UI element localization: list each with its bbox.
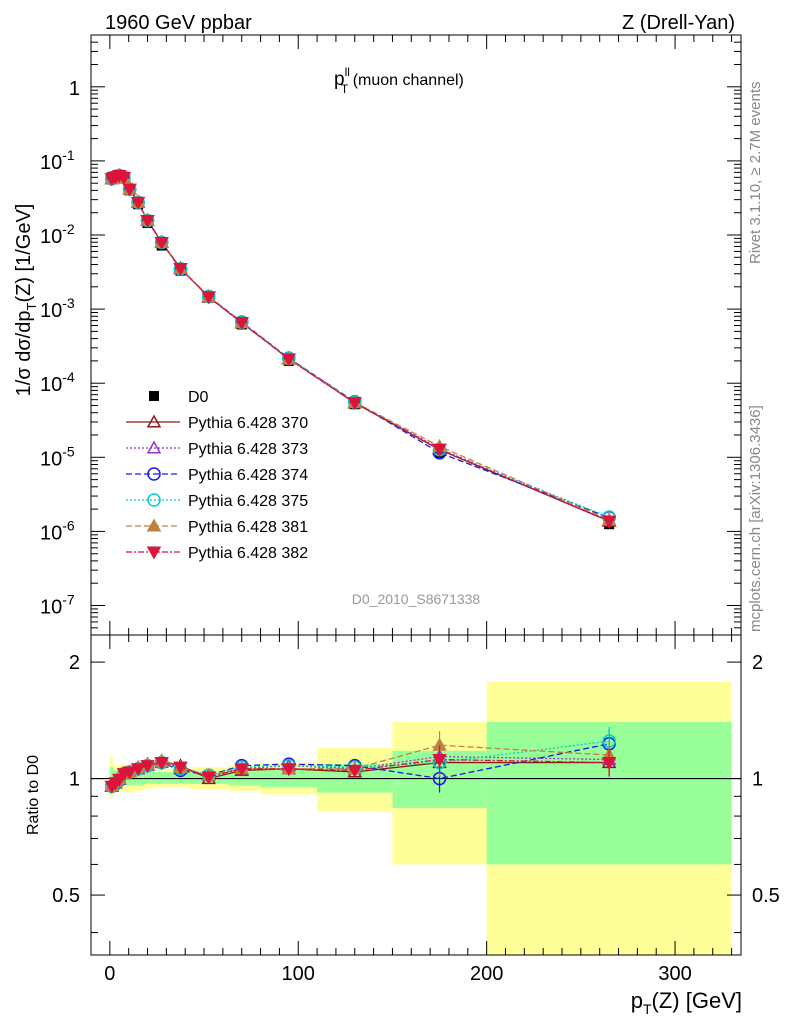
header-right-label: Z (Drell-Yan)	[622, 12, 735, 34]
legend-label: Pythia 6.428 374	[188, 467, 308, 484]
x-tick-label: 300	[658, 963, 691, 985]
marker	[122, 183, 137, 197]
ratio-y-tick-label: 0.5	[52, 885, 80, 907]
ratio-y-tick-label-right: 2	[752, 652, 763, 674]
ratio-y-tick-label-right: 1	[752, 769, 763, 791]
marker	[116, 171, 132, 186]
ratio-y-tick-label: 1	[69, 769, 80, 791]
marker	[146, 414, 162, 428]
y-tick-label: 1	[69, 78, 80, 100]
marker	[149, 391, 159, 401]
legend-label: Pythia 6.428 375	[188, 493, 308, 510]
main-plot-title: pll T (muon channel)	[334, 65, 464, 96]
marker	[146, 518, 162, 532]
main-series-line	[111, 174, 610, 518]
main-series-line	[111, 174, 610, 519]
ratio-y-tick-label-right: 0.5	[752, 885, 780, 907]
marker	[601, 515, 617, 529]
mcplots-label: mcplots.cern.ch [arXiv:1306.3436]	[747, 405, 764, 632]
marker	[281, 353, 297, 367]
title-rest: (muon channel)	[348, 72, 464, 89]
watermark: D0_2010_S8671338	[352, 591, 481, 607]
ratio-plot: 0 100 200 300 0.5 0.5 1 1 2 2 Ratio to D0	[25, 634, 780, 985]
stat-uncertainty-band	[172, 771, 189, 784]
legend-label: Pythia 6.428 370	[188, 415, 308, 432]
marker	[234, 763, 249, 777]
legend-label: Pythia 6.428 381	[188, 519, 308, 536]
marker	[201, 291, 217, 305]
marker	[130, 763, 146, 777]
title-sub: T	[341, 82, 349, 96]
main-series-line	[111, 174, 610, 522]
main-points-layer	[104, 167, 617, 530]
x-tick-label: 0	[104, 963, 115, 985]
ratio-ylabel: Ratio to D0	[25, 755, 42, 835]
marker	[130, 196, 146, 210]
y-tick-label: 10-1	[40, 147, 75, 174]
main-lines-layer	[111, 174, 610, 522]
ratio-y-tick-label: 2	[69, 652, 80, 674]
ratio-plot-frame	[90, 634, 742, 956]
y-tick-label: 10-7	[40, 592, 75, 619]
main-series-line	[111, 174, 610, 521]
x-tick-label: 100	[282, 963, 315, 985]
main-series-line	[111, 174, 610, 522]
main-plot: 10-7 10-6 10-5 10-4 10-3 10-2 10-1 1 pll T (muon…	[13, 34, 742, 636]
y-tick-label: 10-2	[40, 221, 75, 248]
marker	[140, 215, 155, 229]
marker	[173, 761, 188, 775]
y-tick-label: 10-5	[40, 443, 75, 470]
legend-label: D0	[188, 389, 209, 406]
marker	[146, 546, 162, 560]
header-left-label: 1960 GeV ppbar	[105, 12, 252, 34]
title-p: p	[334, 69, 345, 90]
marker	[347, 397, 363, 411]
legend: D0 Pythia 6.428 370 Pythia 6.428 373 Pythia…	[126, 389, 308, 562]
marker	[201, 771, 217, 785]
y-tick-label: 10-4	[40, 369, 75, 396]
main-axes-layer: 10-7 10-6 10-5 10-4 10-3 10-2 10-1 1	[40, 34, 741, 636]
rivet-label: Rivet 3.1.10, ≥ 2.7M events	[747, 82, 764, 265]
marker	[140, 760, 155, 774]
marker	[281, 763, 297, 777]
main-ylabel: 1/σ dσ/dpT(Z) [1/GeV]	[13, 204, 39, 397]
marker	[147, 467, 161, 481]
marker	[122, 766, 137, 780]
marker	[432, 443, 447, 457]
ratio-lines-layer	[91, 727, 741, 794]
marker	[432, 753, 447, 768]
marker	[347, 764, 363, 778]
y-tick-label: 10-6	[40, 517, 75, 544]
marker	[147, 493, 161, 507]
marker	[173, 262, 188, 277]
marker	[234, 317, 249, 331]
marker	[146, 440, 162, 454]
ratio-bands-layer	[109, 681, 732, 955]
marker	[154, 236, 169, 251]
marker	[601, 757, 617, 771]
title-sup: ll	[345, 65, 350, 79]
main-ylabel-text: 1/σ dσ/dpT(Z) [1/GeV]	[13, 204, 39, 397]
x-axis-label: pT(Z) [GeV]	[631, 988, 742, 1017]
legend-label: Pythia 6.428 373	[188, 441, 308, 458]
y-tick-label: 10-3	[40, 295, 75, 322]
marker	[154, 757, 169, 771]
legend-label: Pythia 6.428 382	[188, 545, 308, 562]
stat-uncertainty-band	[151, 771, 173, 784]
x-tick-label: 200	[470, 963, 503, 985]
stat-uncertainty-band	[143, 771, 152, 784]
ratio-axes-layer: 0 100 200 300 0.5 0.5 1 1 2 2	[52, 635, 780, 985]
main-series-line	[111, 174, 610, 522]
